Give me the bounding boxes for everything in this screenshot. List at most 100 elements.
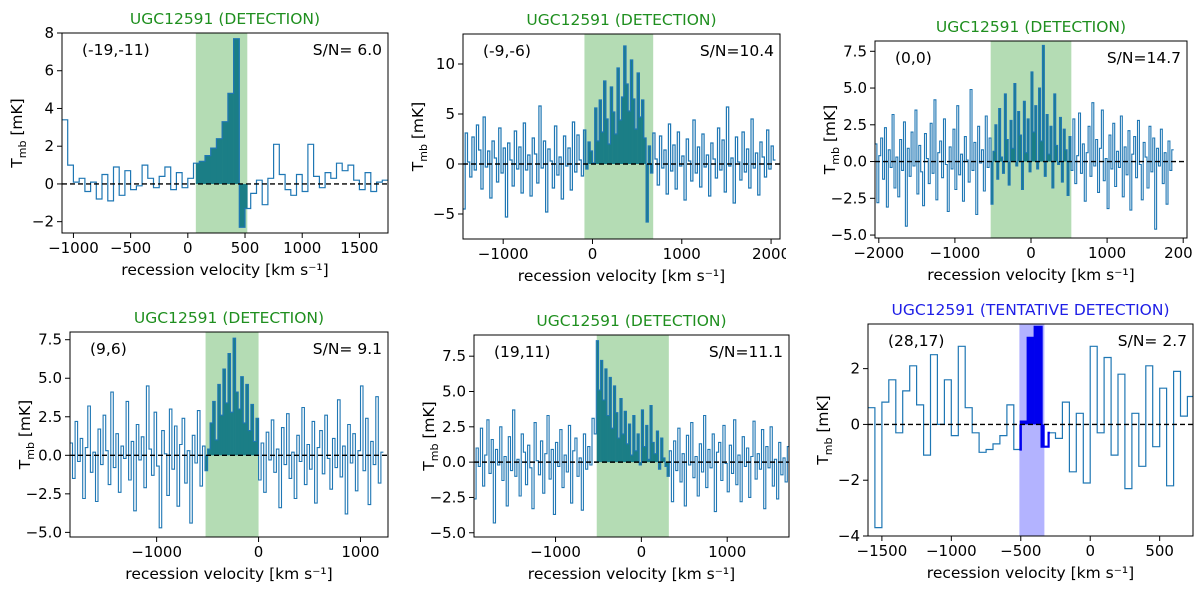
- y-tick-label: 10: [436, 55, 455, 73]
- chart-panel-6: −1500 −1000 −500 0 500 −4 −2 0 2 UGC12591 (TENTAT…: [814, 301, 1194, 582]
- spectrum-bin-fill: [1034, 326, 1042, 425]
- spectrum-bin-fill: [605, 119, 609, 164]
- plot-area: [62, 33, 388, 233]
- spectrum-bin-fill: [1023, 101, 1026, 162]
- x-tick-label: 0: [1085, 542, 1095, 560]
- spectrum-bin-fill: [1053, 93, 1057, 162]
- chart-title: UGC12591 (DETECTION): [130, 10, 320, 28]
- x-tick-label: 1000: [663, 245, 701, 263]
- y-axis-label: Tmb [mK]: [16, 400, 37, 470]
- y-axis-label: Tmb [mK]: [821, 105, 842, 175]
- spectrum-bin-fill: [1038, 88, 1041, 162]
- spectrum-bin-fill: [245, 183, 248, 209]
- spectrum-bin-fill: [607, 415, 610, 463]
- spectrum-bin-fill: [216, 138, 223, 184]
- x-tick-label: 0: [588, 245, 598, 263]
- y-tick-label: 7.5: [38, 331, 62, 349]
- spectrum-bin-fill: [619, 398, 623, 463]
- spectrum-bin-fill: [248, 430, 252, 456]
- x-axis-label: recession velocity [km s⁻¹]: [518, 267, 725, 285]
- spectrum-bin-fill: [253, 441, 257, 456]
- spectrum-bin-fill: [641, 100, 645, 164]
- snr-label: S/N=11.1: [709, 343, 783, 361]
- spectrum-bin-fill: [625, 84, 629, 164]
- x-axis-label: recession velocity [km s⁻¹]: [125, 565, 332, 583]
- spectrum-bin-fill: [594, 108, 598, 164]
- spectrum-bin-fill: [664, 462, 668, 467]
- spectrum-bin-fill: [243, 422, 247, 456]
- y-tick-label: 0: [850, 415, 860, 433]
- position-label: (0,0): [895, 49, 932, 67]
- spectrum-bin-fill: [611, 428, 614, 463]
- x-tick-label: −1000: [48, 239, 99, 257]
- spectrum-bin-fill: [650, 164, 654, 173]
- spectrum-bin-fill: [602, 399, 606, 463]
- spectrum-bin-fill: [1011, 148, 1015, 162]
- spectrum-bin-fill: [601, 132, 604, 164]
- spectrum-bin-fill: [222, 121, 229, 184]
- spectrum-bin-fill: [245, 384, 249, 456]
- spectrum-bin-fill: [603, 81, 607, 164]
- spectrum-bin-fill: [195, 163, 200, 184]
- spectrum-bin-fill: [225, 402, 229, 456]
- spectrum-bin-fill: [998, 108, 1001, 162]
- spectrum-bin-fill: [996, 161, 999, 180]
- spectrum-bin-fill: [1069, 136, 1072, 162]
- spectrum-bin-fill: [646, 164, 649, 222]
- plot-area: [875, 41, 1187, 238]
- spectrum-bin-fill: [212, 401, 216, 456]
- x-tick-label: −1500: [857, 542, 908, 560]
- spectrum-bin-fill: [590, 151, 593, 164]
- y-tick-label: 7.5: [442, 347, 466, 365]
- axes-frame: [473, 334, 790, 538]
- axes-frame: [61, 32, 389, 234]
- x-tick-label: 1000: [341, 543, 379, 561]
- spectrum-bin-fill: [639, 117, 642, 164]
- y-tick-label: −4: [838, 527, 860, 545]
- spectrum-bin-fill: [1019, 135, 1022, 162]
- axes-frame: [69, 331, 389, 538]
- plot-area: [463, 34, 780, 239]
- spectrum-bin-fill: [215, 439, 219, 456]
- spectrum-bin-fill: [250, 404, 254, 456]
- spectrum-bin-fill: [617, 68, 620, 164]
- spectrum-bin-fill: [609, 377, 612, 463]
- spectrum-bin-fill: [217, 384, 221, 456]
- spectrum-bin-fill: [596, 340, 599, 463]
- spectrum-bin-fill: [645, 425, 649, 463]
- spectrum-line: [875, 44, 1174, 230]
- spectrum-bin-fill: [610, 87, 613, 164]
- y-tick-label: −2.5: [831, 189, 867, 207]
- spectrum-bin-fill: [641, 409, 644, 463]
- x-tick-label: 500: [1145, 542, 1174, 560]
- x-tick-label: 2000: [1164, 244, 1193, 262]
- spectrum-bin-fill: [667, 462, 670, 477]
- spectrum-bin-fill: [615, 412, 619, 463]
- x-tick-label: −1000: [131, 543, 182, 561]
- spectrum-bin-fill: [628, 111, 631, 164]
- y-tick-label: 5.0: [442, 383, 466, 401]
- spectrum-bin-fill: [991, 161, 994, 205]
- spectrum-bin-fill: [1055, 145, 1058, 162]
- spectrum-bin-fill: [632, 99, 636, 164]
- y-axis-label: Tmb [mK]: [8, 98, 29, 168]
- x-tick-label: −500: [110, 239, 151, 257]
- x-tick-label: −1000: [530, 543, 581, 561]
- spectrum-bin-fill: [210, 148, 217, 184]
- spectrum-bin-fill: [639, 462, 642, 465]
- spectrum-bin-fill: [1021, 161, 1024, 190]
- spectrum-bin-fill: [660, 438, 664, 463]
- spectrum-bin-fill: [1041, 424, 1045, 447]
- y-tick-label: 2: [44, 137, 54, 155]
- y-tick-label: 2.5: [38, 408, 62, 426]
- spectrum-bin-fill: [647, 459, 651, 463]
- spectrum-bin-fill: [233, 338, 236, 456]
- spectrum-bin-fill: [1042, 45, 1045, 162]
- y-axis-label: Tmb [mK]: [814, 395, 835, 465]
- spectrum-bin-fill: [227, 93, 234, 184]
- spectrum-bin-fill: [1000, 157, 1003, 162]
- spectrum-bin-fill: [1025, 152, 1028, 162]
- tentative-signal-line: [1019, 325, 1050, 451]
- x-tick-label: −1000: [926, 542, 977, 560]
- spectrum-bin-fill: [1006, 139, 1009, 162]
